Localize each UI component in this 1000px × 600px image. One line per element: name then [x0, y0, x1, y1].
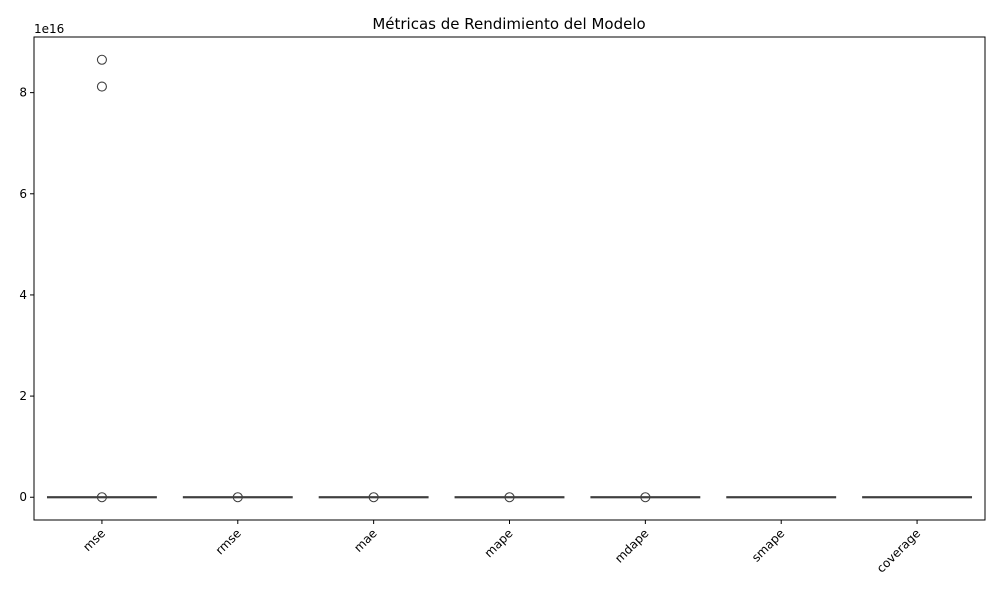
outlier-point-mape: [504, 492, 515, 503]
x-tick-label-mape: mape: [482, 526, 516, 560]
x-tick-label-rmse: rmse: [213, 526, 244, 557]
outlier-point-mae: [368, 492, 379, 503]
outlier-point-mse: [96, 81, 107, 92]
x-tick-label-mae: mae: [351, 526, 380, 555]
y-tick-label: 0: [19, 490, 27, 504]
outlier-point-mse: [96, 54, 107, 65]
y-axis-offset-label: 1e16: [34, 22, 64, 36]
axes-frame: [33, 36, 986, 521]
chart-title: Métricas de Rendimiento del Modelo: [372, 15, 645, 33]
outlier-point-mse: [96, 492, 107, 503]
y-tick-label: 4: [19, 288, 27, 302]
y-tick-label: 6: [19, 187, 27, 201]
y-tick-label: 2: [19, 389, 27, 403]
x-tick-label-mdape: mdape: [612, 526, 651, 565]
plot-area: 0 2 4 6 8 mse rmse mae mape mdape smape coverage: [19, 54, 973, 576]
x-tick-label-mse: mse: [80, 526, 108, 554]
y-tick-label: 8: [19, 86, 27, 100]
x-tick-label-smape: smape: [749, 526, 787, 564]
outlier-point-rmse: [232, 492, 243, 503]
x-tick-label-coverage: coverage: [874, 526, 923, 575]
outlier-point-mdape: [640, 492, 651, 503]
